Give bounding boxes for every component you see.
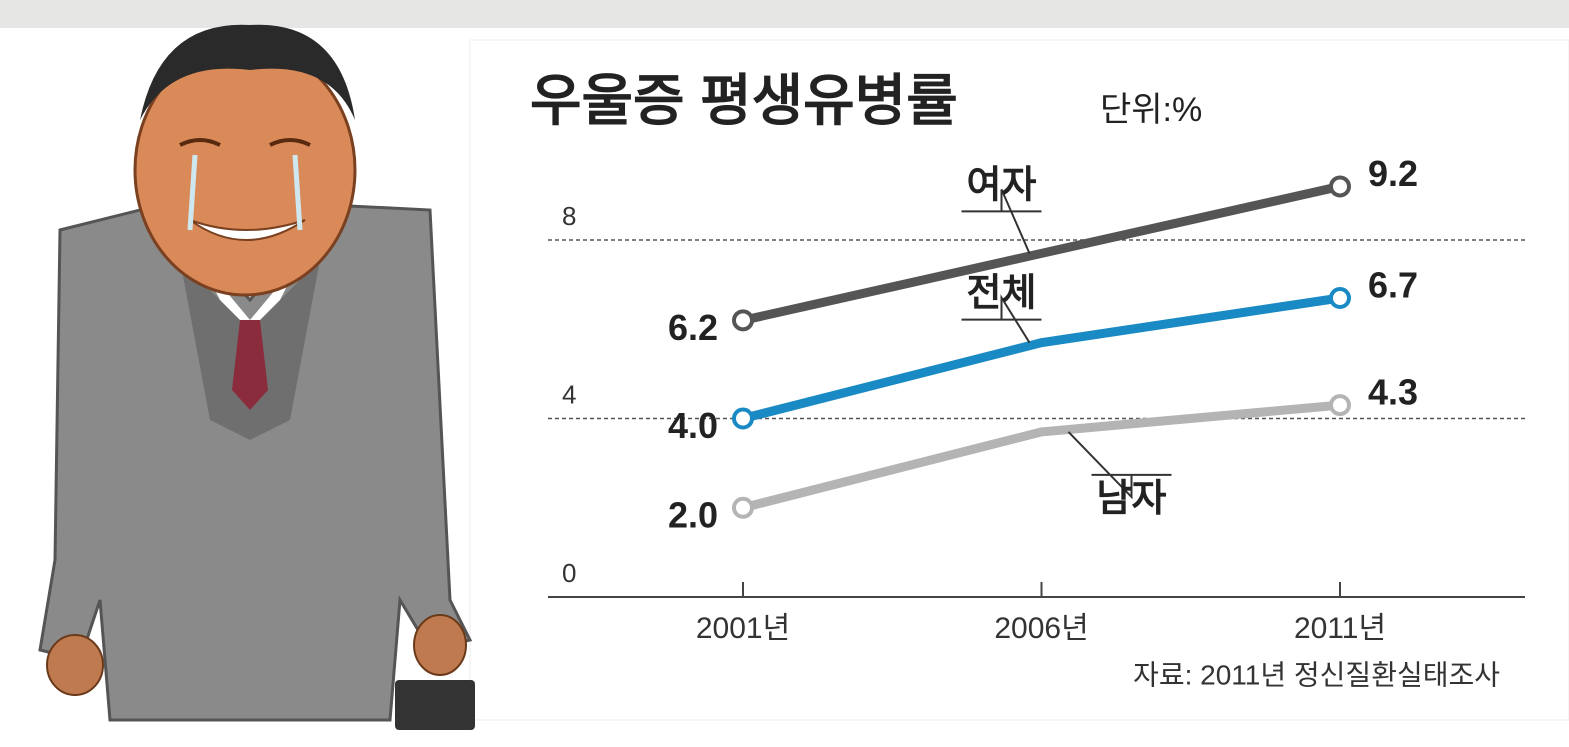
source-note: 자료: 2011년 정신질환실태조사 (1133, 659, 1500, 690)
panel (469, 39, 1569, 721)
point-marker (732, 407, 754, 430)
series-line (741, 400, 1341, 513)
top-band (0, 0, 1569, 28)
illustration (38, 24, 475, 730)
x-tick-label: 2001년 (696, 612, 790, 645)
series-name: 전체 (967, 273, 1037, 315)
value-label: 2.0 (668, 494, 718, 535)
value-label: 6.7 (1368, 265, 1418, 306)
point-marker (1329, 287, 1351, 310)
series-name: 남자 (1097, 478, 1167, 520)
value-label: 9.2 (1368, 153, 1418, 194)
series-line (742, 182, 1341, 325)
x-tick-label: 2011년 (1294, 612, 1386, 645)
y-tick-label: 4 (562, 379, 576, 409)
series-line (741, 293, 1341, 423)
chart-title: 우울증 평생유병률 (530, 69, 958, 132)
x-tick-label: 2006년 (994, 612, 1088, 645)
value-label: 4.0 (668, 405, 718, 446)
point-marker (1329, 175, 1351, 198)
value-label: 4.3 (1368, 372, 1418, 413)
leader-line (961, 188, 1042, 254)
point-marker (732, 309, 754, 332)
y-tick-label: 0 (562, 558, 576, 588)
leader-line (1067, 431, 1172, 500)
chart-subtitle: 단위:% (1100, 91, 1202, 129)
value-label: 6.2 (668, 307, 718, 348)
leader-line (961, 294, 1042, 344)
point-marker (732, 496, 754, 519)
y-tick-label: 8 (562, 201, 576, 231)
point-marker (1329, 394, 1351, 417)
series-name: 여자 (967, 164, 1037, 206)
